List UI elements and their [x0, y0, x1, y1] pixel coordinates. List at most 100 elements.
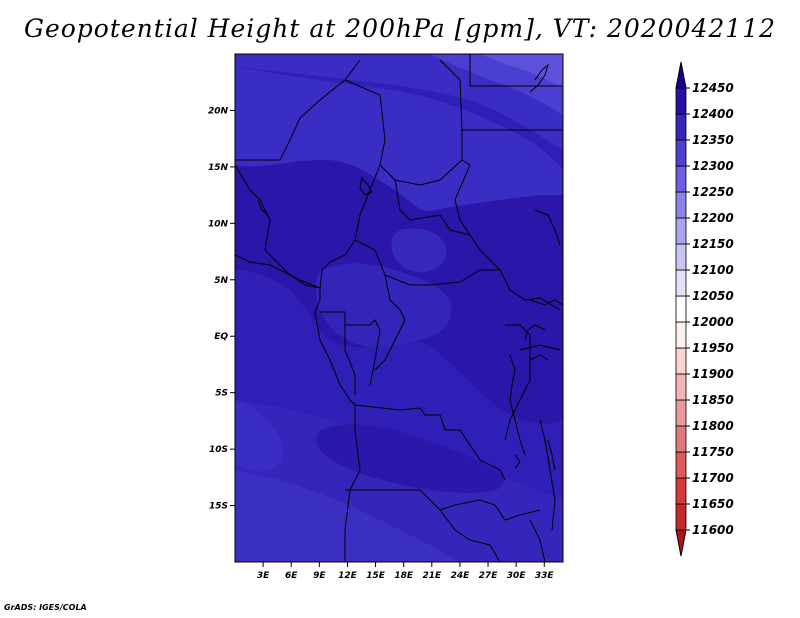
lat-tick-label: 20N	[208, 106, 229, 116]
colorbar-label: 11900	[692, 367, 734, 381]
border-line	[354, 239, 500, 286]
border-line	[320, 311, 381, 386]
colorbar-label: 12400	[692, 107, 734, 121]
lat-tick-label: 10S	[209, 445, 228, 455]
coastline	[235, 254, 356, 406]
colorbar-segment	[675, 243, 687, 271]
grads-credit: GrADS: IGES/COLA	[4, 603, 87, 612]
lat-tick-label: 5S	[215, 389, 228, 399]
border-line	[534, 209, 561, 246]
border-line	[489, 544, 501, 562]
colorbar-label: 11750	[692, 445, 734, 459]
lon-tick-label: 27E	[479, 571, 499, 581]
colorbar-segment	[675, 321, 687, 349]
colorbar-segment	[675, 451, 687, 479]
border-line	[454, 159, 561, 311]
border-line	[235, 164, 321, 289]
lon-tick-label: 18E	[394, 571, 414, 581]
colorbar-segment	[675, 477, 687, 505]
lat-tick-label: 15N	[208, 163, 229, 173]
field-contour-12450-angola	[316, 424, 504, 493]
lon-tick-label: 12E	[338, 571, 358, 581]
colorbar-segment	[675, 87, 687, 115]
field-contour-12300-northeast	[480, 54, 563, 88]
colorbar-segment	[675, 373, 687, 401]
colorbar-label: 12250	[692, 185, 734, 199]
lat-tick-label: 15S	[209, 502, 228, 512]
colorbar-label: 11650	[692, 497, 734, 511]
colorbar-label: 12050	[692, 289, 734, 303]
border-line	[257, 199, 269, 216]
lon-tick-label: 33E	[535, 571, 555, 581]
colorbar-label: 11600	[692, 523, 734, 537]
colorbar-segment	[675, 269, 687, 297]
border-line	[354, 404, 506, 481]
colorbar-label: 12200	[692, 211, 734, 225]
lon-tick-label: 24E	[451, 571, 471, 581]
height-field	[235, 54, 563, 562]
lon-tick-label: 30E	[507, 571, 527, 581]
colorbar-segment	[675, 425, 687, 453]
coastline	[529, 299, 563, 306]
lake-outline	[509, 354, 526, 456]
field-contour-12400-congo	[315, 263, 452, 348]
colorbar-segment	[675, 399, 687, 427]
lake-outline	[547, 439, 556, 471]
lake-outline	[524, 324, 546, 341]
colorbar-segment	[675, 113, 687, 141]
country-borders	[235, 54, 563, 562]
longitude-axis: 3E 6E 9E 12E 15E 18E 21E 24E 27E 30E 33E	[257, 562, 555, 581]
border-line	[344, 405, 361, 562]
colorbar-label: 12150	[692, 237, 734, 251]
field-contour-12400-north	[235, 54, 563, 150]
lake-outline	[359, 176, 373, 196]
colorbar-label: 12000	[692, 315, 734, 329]
plot-frame	[234, 53, 564, 563]
border-line	[519, 344, 561, 351]
border-line	[529, 519, 546, 562]
map-title: Geopotential Height at 200hPa [gpm], VT:…	[23, 14, 777, 43]
colorbar: 11600 11650 11700 11750 11800 11850 11900 11950…	[675, 61, 734, 557]
field-contour-12400-west	[235, 400, 283, 472]
border-line	[469, 54, 563, 87]
lon-tick-label: 15E	[366, 571, 386, 581]
latitude-axis: 20N 15N 10N 5N EQ 5S 10S 15S	[208, 106, 235, 512]
colorbar-segment	[675, 503, 687, 531]
border-line	[344, 325, 356, 395]
colorbar-upper-triangle	[675, 61, 687, 89]
lon-tick-label: 6E	[285, 571, 298, 581]
border-line	[539, 419, 556, 531]
colorbar-segment	[675, 139, 687, 167]
lat-tick-label: EQ	[214, 332, 228, 342]
lon-tick-label: 21E	[422, 571, 442, 581]
field-contour-12400-central	[391, 228, 447, 273]
colorbar-label: 12300	[692, 159, 734, 173]
border-line	[504, 324, 531, 441]
lake-outline	[514, 454, 521, 469]
colorbar-segment	[675, 165, 687, 193]
colorbar-label: 11700	[692, 471, 734, 485]
colorbar-label: 11800	[692, 419, 734, 433]
colorbar-label: 12350	[692, 133, 734, 147]
colorbar-label: 12100	[692, 263, 734, 277]
colorbar-label: 11950	[692, 341, 734, 355]
lake-outline	[529, 354, 549, 361]
border-line	[319, 164, 381, 289]
colorbar-segment	[675, 217, 687, 245]
colorbar-lower-triangle	[675, 529, 687, 557]
border-line	[394, 179, 471, 236]
colorbar-segment	[675, 191, 687, 219]
border-line	[374, 274, 406, 371]
colorbar-label: 11850	[692, 393, 734, 407]
lon-tick-label: 9E	[313, 571, 326, 581]
border-line	[344, 59, 463, 186]
colorbar-label: 12450	[692, 81, 734, 95]
coastline	[529, 63, 549, 93]
colorbar-segment	[675, 347, 687, 375]
lat-tick-label: 5N	[214, 276, 228, 286]
border-line	[439, 499, 541, 521]
field-contour-12350-southwest	[235, 470, 460, 562]
lon-tick-label: 3E	[257, 571, 270, 581]
lat-tick-label: 10N	[208, 219, 229, 229]
